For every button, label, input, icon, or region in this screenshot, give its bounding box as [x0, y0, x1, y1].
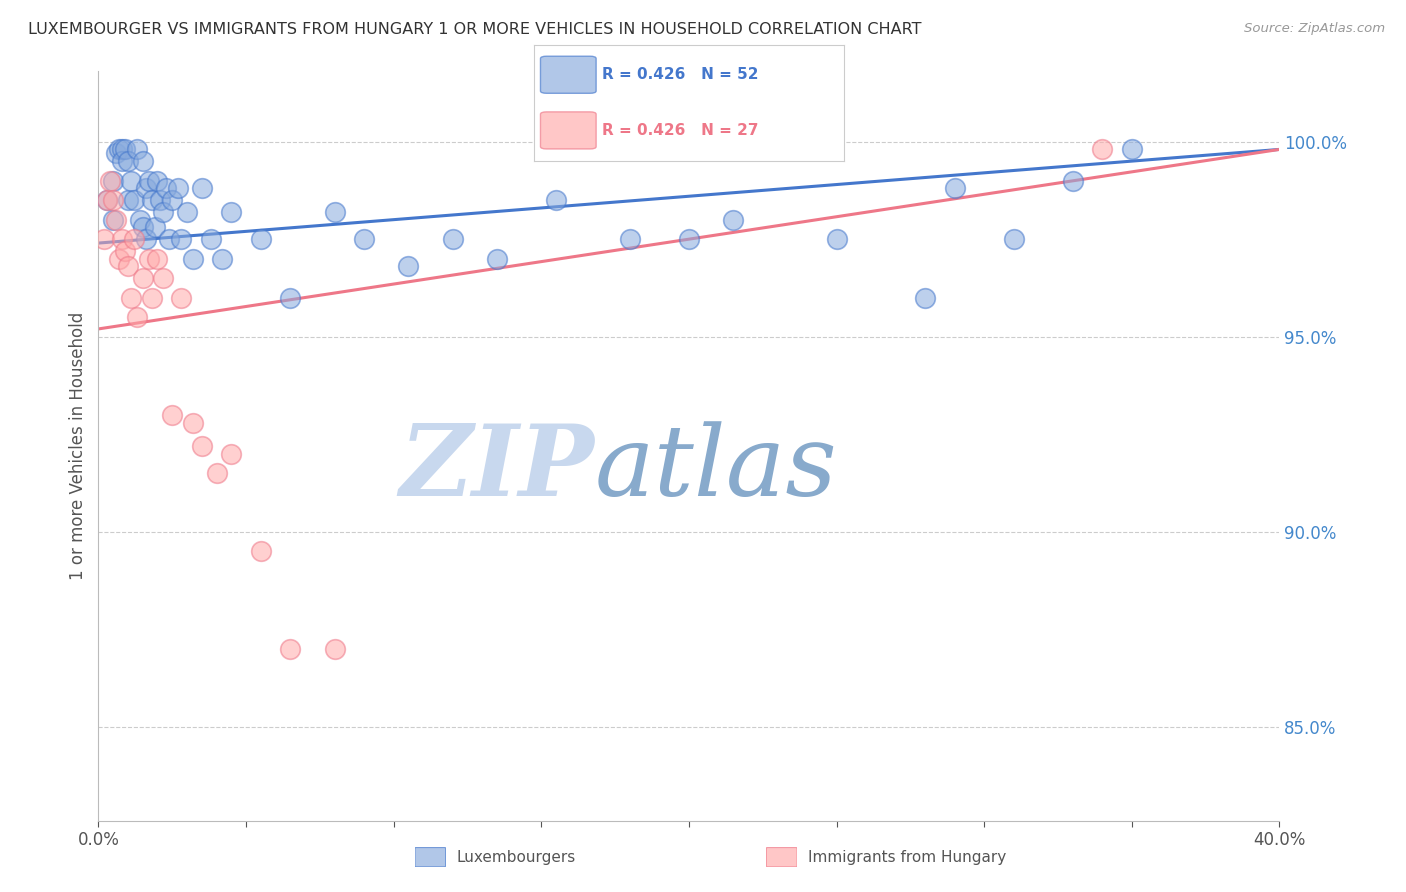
Point — [486, 252, 509, 266]
Point — [149, 193, 172, 207]
Point — [176, 204, 198, 219]
Point — [114, 244, 136, 258]
Point — [167, 181, 190, 195]
Point — [125, 142, 148, 156]
FancyBboxPatch shape — [540, 112, 596, 149]
Point — [280, 291, 302, 305]
Point — [132, 154, 155, 169]
Text: Immigrants from Hungary: Immigrants from Hungary — [808, 850, 1007, 864]
Point — [143, 220, 166, 235]
Point — [135, 232, 157, 246]
Point — [114, 142, 136, 156]
Point — [138, 173, 160, 187]
Point — [111, 232, 134, 246]
Point — [323, 204, 346, 219]
Point — [105, 146, 128, 161]
Point — [211, 252, 233, 266]
Point — [128, 212, 150, 227]
Point — [93, 232, 115, 246]
Point — [122, 193, 145, 207]
Point — [117, 193, 139, 207]
Point — [1062, 173, 1084, 187]
Point — [96, 193, 118, 207]
Point — [138, 252, 160, 266]
Point — [132, 220, 155, 235]
Point — [103, 173, 125, 187]
Point — [146, 252, 169, 266]
Point — [546, 193, 568, 207]
Text: R = 0.426   N = 52: R = 0.426 N = 52 — [602, 67, 759, 82]
Point — [141, 193, 163, 207]
Point — [120, 173, 142, 187]
Point — [914, 291, 936, 305]
Point — [181, 416, 204, 430]
Point — [250, 232, 273, 246]
Point — [250, 544, 273, 558]
Point — [103, 212, 125, 227]
Point — [152, 271, 174, 285]
Point — [200, 232, 222, 246]
Point — [323, 641, 346, 656]
Point — [1002, 232, 1025, 246]
Point — [98, 173, 121, 187]
Point — [191, 181, 214, 195]
Text: LUXEMBOURGER VS IMMIGRANTS FROM HUNGARY 1 OR MORE VEHICLES IN HOUSEHOLD CORRELAT: LUXEMBOURGER VS IMMIGRANTS FROM HUNGARY … — [28, 22, 921, 37]
Point — [111, 154, 134, 169]
Point — [221, 204, 243, 219]
Point — [155, 181, 177, 195]
Point — [152, 204, 174, 219]
Point — [943, 181, 966, 195]
Text: Luxembourgers: Luxembourgers — [457, 850, 576, 864]
Text: atlas: atlas — [595, 421, 837, 516]
Point — [122, 232, 145, 246]
Point — [221, 447, 243, 461]
Point — [103, 193, 125, 207]
Point — [162, 408, 183, 422]
Point — [441, 232, 464, 246]
Point — [125, 310, 148, 325]
Point — [157, 232, 180, 246]
Point — [619, 232, 641, 246]
Point — [96, 193, 118, 207]
Point — [120, 291, 142, 305]
Point — [146, 173, 169, 187]
Point — [181, 252, 204, 266]
Text: Source: ZipAtlas.com: Source: ZipAtlas.com — [1244, 22, 1385, 36]
Point — [117, 154, 139, 169]
Point — [111, 142, 134, 156]
Point — [108, 142, 131, 156]
Point — [353, 232, 375, 246]
Point — [280, 641, 302, 656]
Point — [170, 232, 193, 246]
Point — [132, 271, 155, 285]
FancyBboxPatch shape — [540, 56, 596, 94]
Point — [135, 181, 157, 195]
Point — [1121, 142, 1143, 156]
Point — [108, 252, 131, 266]
Point — [678, 232, 700, 246]
Point — [1091, 142, 1114, 156]
Point — [141, 291, 163, 305]
FancyBboxPatch shape — [766, 847, 797, 867]
Point — [398, 260, 420, 274]
Text: R = 0.426   N = 27: R = 0.426 N = 27 — [602, 123, 759, 138]
Text: ZIP: ZIP — [399, 420, 595, 516]
Point — [205, 467, 228, 481]
Point — [825, 232, 848, 246]
Point — [117, 260, 139, 274]
FancyBboxPatch shape — [415, 847, 446, 867]
Y-axis label: 1 or more Vehicles in Household: 1 or more Vehicles in Household — [69, 312, 87, 580]
Point — [723, 212, 745, 227]
Point — [105, 212, 128, 227]
Point — [162, 193, 183, 207]
Point — [191, 439, 214, 453]
Point — [170, 291, 193, 305]
